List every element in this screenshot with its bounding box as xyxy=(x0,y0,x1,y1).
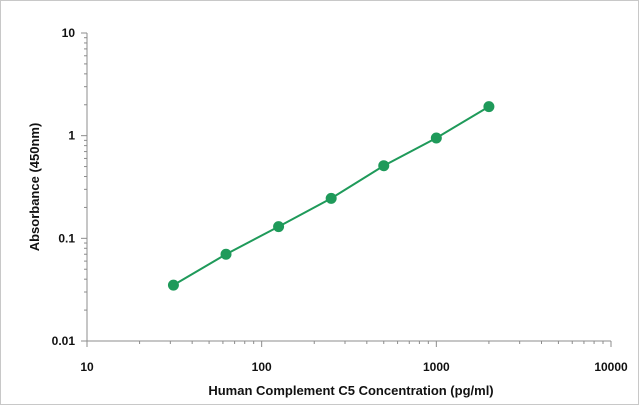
x-tick-label-100: 100 xyxy=(252,360,272,374)
y-tick-labels: 10 1 0.1 0.01 xyxy=(52,26,76,348)
x-tick-labels: 10 100 1000 10000 xyxy=(80,360,628,374)
data-point-3 xyxy=(325,192,337,204)
y-tick-label-10: 10 xyxy=(62,26,76,40)
y-tick-label-0.01: 0.01 xyxy=(52,334,76,348)
x-axis-title: Human Complement C5 Concentration (pg/ml… xyxy=(208,383,493,398)
y-tick-label-0.1: 0.1 xyxy=(58,231,75,245)
data-point-1 xyxy=(220,248,232,260)
data-point-4 xyxy=(378,160,390,172)
series-layer xyxy=(167,101,495,291)
data-point-5 xyxy=(430,132,442,144)
y-tick-label-1: 1 xyxy=(68,129,75,143)
x-tick-label-10000: 10000 xyxy=(594,360,628,374)
x-tick-label-1000: 1000 xyxy=(423,360,450,374)
data-point-2 xyxy=(273,221,285,233)
y-axis-title: Absorbance (450nm) xyxy=(27,123,42,252)
x-tick-label-10: 10 xyxy=(80,360,94,374)
data-point-6 xyxy=(483,101,495,113)
y-ticks xyxy=(81,32,87,342)
x-ticks xyxy=(86,341,612,347)
axes-group xyxy=(86,33,611,342)
data-point-0 xyxy=(167,279,179,291)
points-layer xyxy=(167,101,495,291)
